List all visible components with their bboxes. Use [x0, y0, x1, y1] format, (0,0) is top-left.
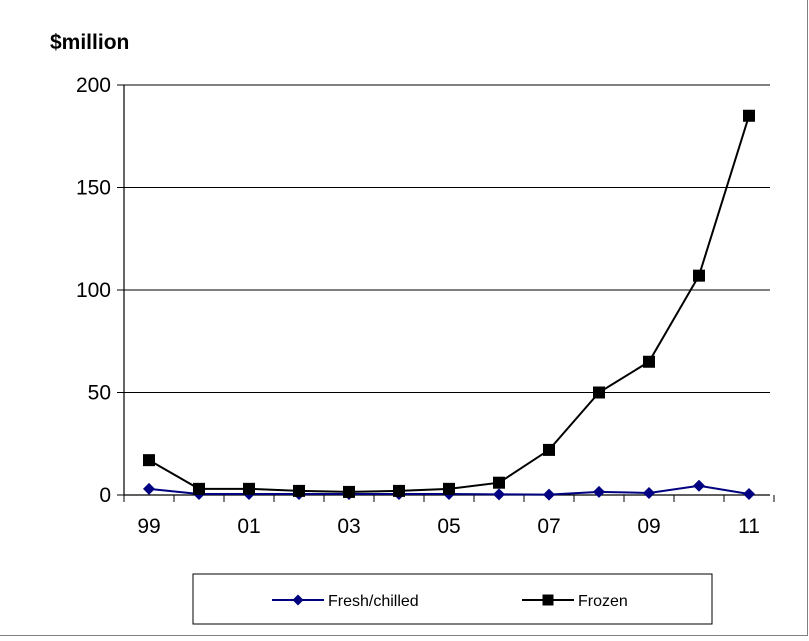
data-point — [143, 482, 155, 495]
y-tick-labels: 0 50 100 150 200 — [76, 74, 111, 507]
y-axis-label: $million — [50, 31, 129, 54]
series-line — [148, 115, 750, 493]
x-tick-labels: 99 01 03 05 07 09 11 — [137, 515, 760, 538]
series-lines — [143, 109, 755, 501]
data-point — [193, 482, 205, 495]
data-point — [543, 488, 555, 501]
legend-box — [192, 573, 713, 625]
data-point — [743, 109, 755, 122]
x-tick-label: 05 — [437, 515, 460, 538]
data-point — [293, 484, 305, 497]
y-tick-label: 0 — [99, 484, 111, 507]
data-point — [643, 486, 655, 499]
x-tick-label: 09 — [637, 515, 660, 538]
legend-marker — [542, 594, 554, 606]
data-point — [143, 454, 155, 467]
legend-marker — [292, 594, 304, 606]
axes — [117, 84, 775, 502]
x-tick-label: 99 — [137, 515, 160, 538]
x-tick-label: 03 — [337, 515, 360, 538]
gridlines — [124, 84, 770, 393]
data-point — [393, 484, 405, 497]
data-point — [443, 482, 455, 495]
x-tick-label: 11 — [738, 515, 760, 538]
data-point — [593, 386, 605, 399]
y-tick-label: 200 — [76, 74, 111, 97]
data-point — [743, 487, 755, 500]
data-point — [643, 355, 655, 368]
data-point — [343, 485, 355, 498]
legend-label: Fresh/chilled — [328, 593, 419, 610]
data-point — [543, 443, 555, 456]
data-point — [693, 479, 705, 492]
x-tick-label: 07 — [537, 515, 560, 538]
data-point — [693, 269, 705, 282]
x-tick-label: 01 — [237, 515, 260, 538]
data-point — [493, 488, 505, 501]
y-tick-label: 150 — [76, 177, 111, 200]
legend: Fresh/chilled Frozen — [192, 573, 713, 625]
data-point — [593, 485, 605, 498]
data-point — [243, 482, 255, 495]
legend-label: Frozen — [578, 593, 628, 610]
y-tick-label: 100 — [76, 279, 111, 302]
data-point — [493, 476, 505, 489]
y-tick-label: 50 — [88, 382, 111, 405]
